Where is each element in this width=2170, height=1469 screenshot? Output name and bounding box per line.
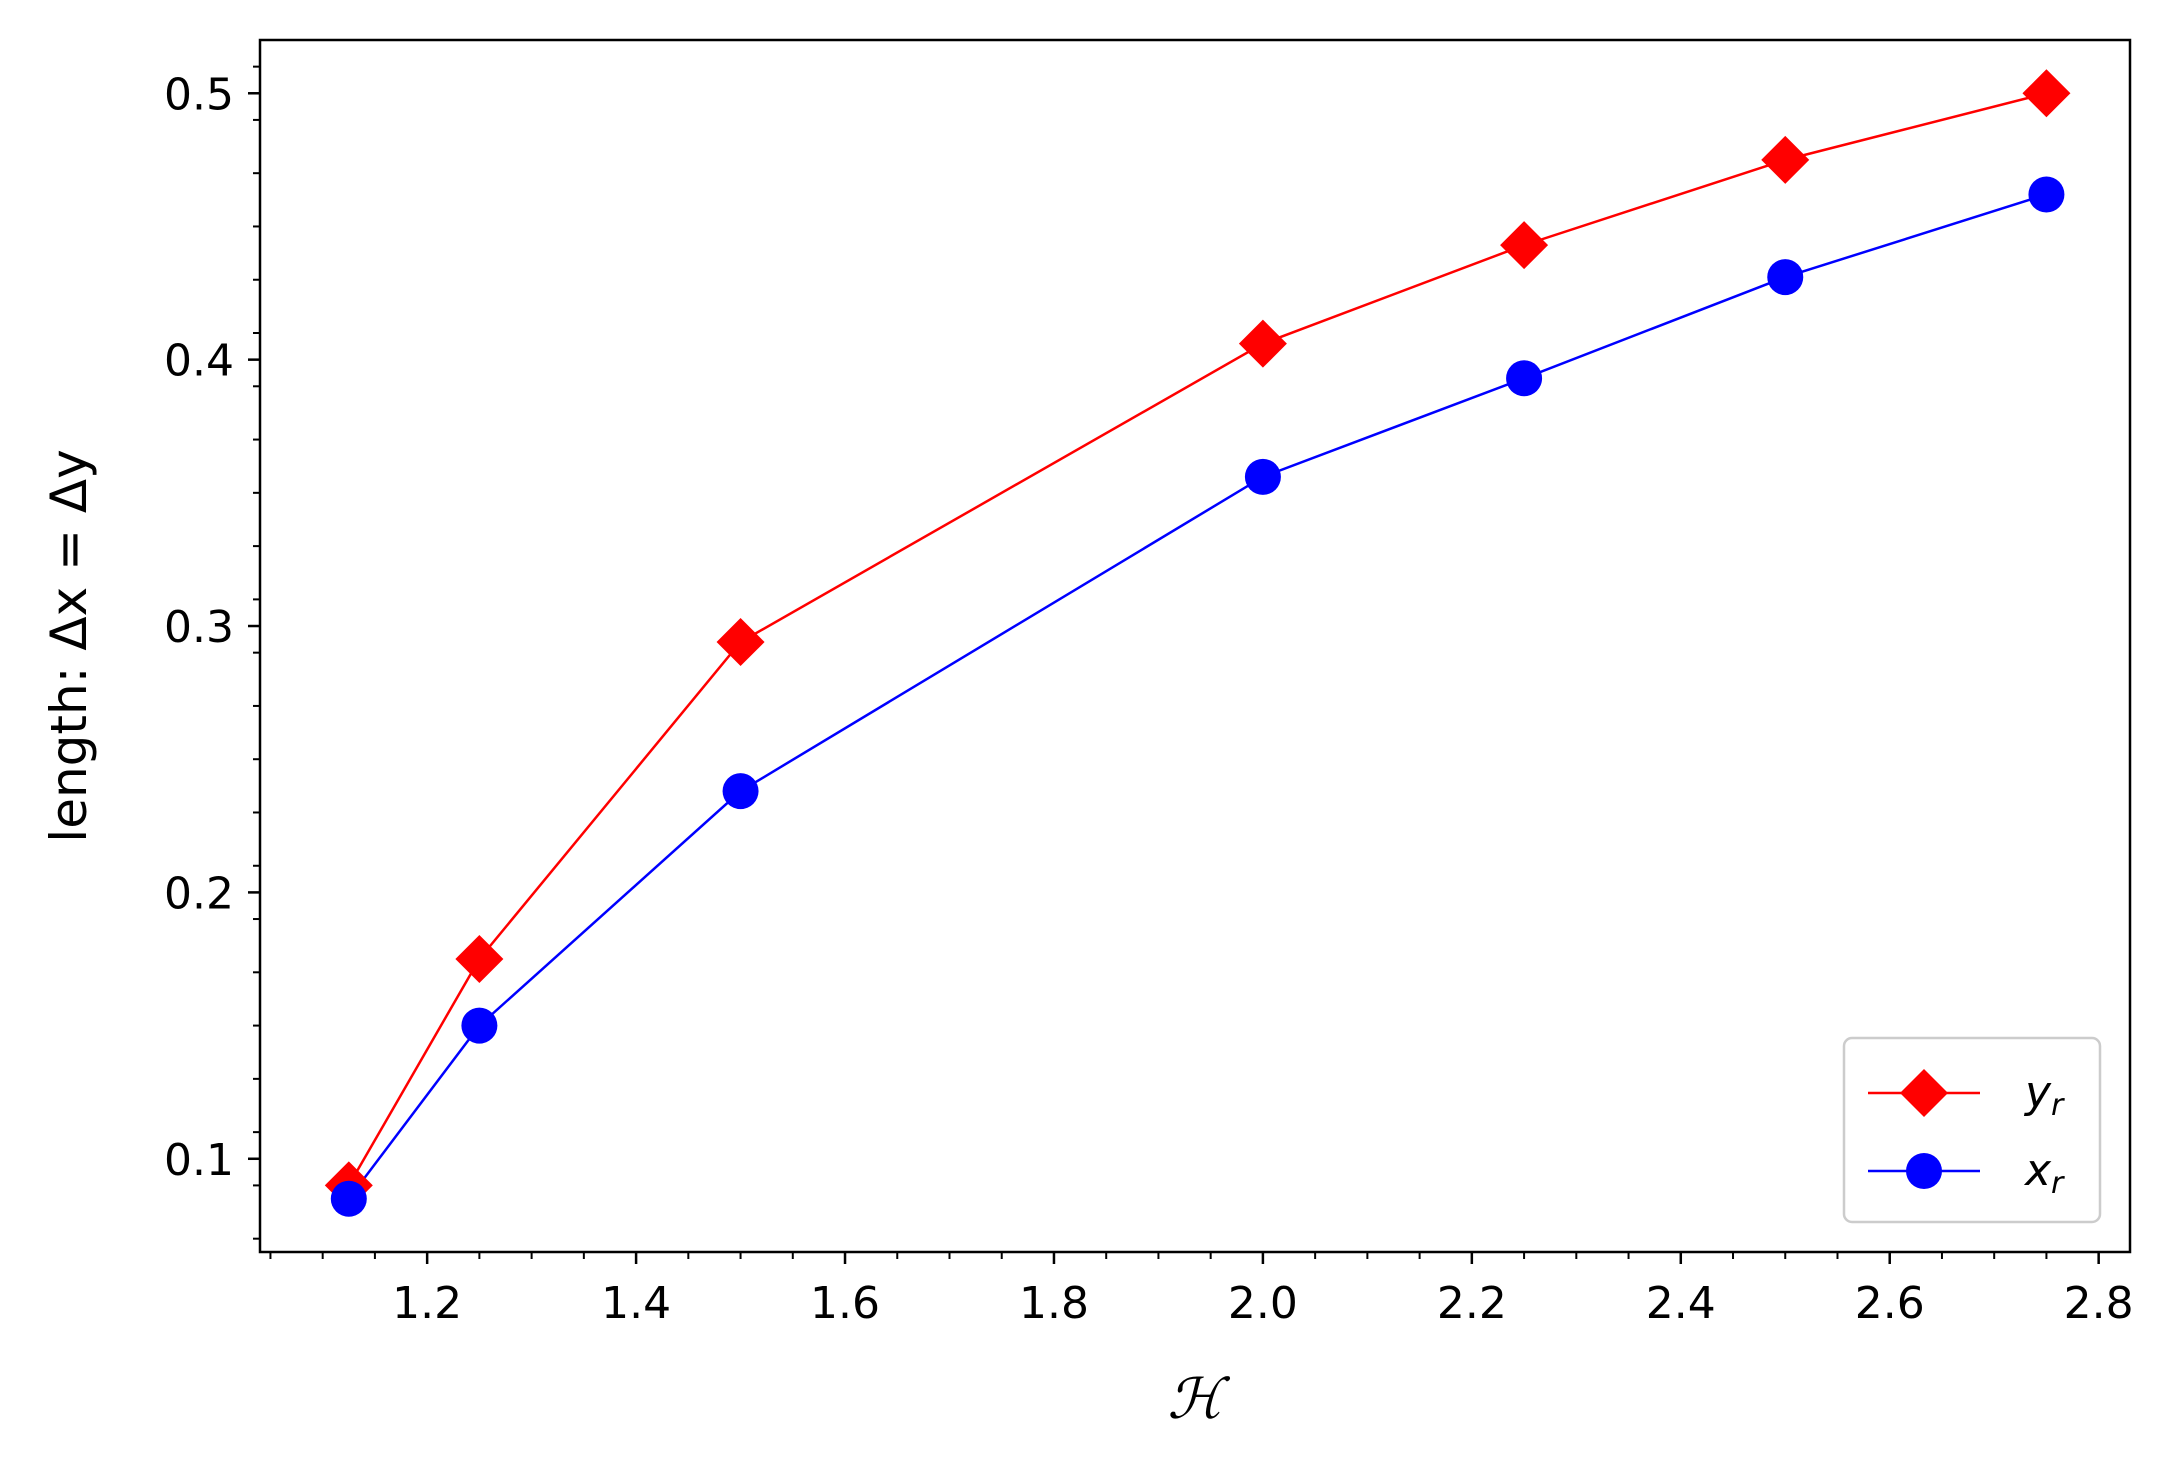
data-point-x_r xyxy=(461,1007,498,1044)
y-tick-label: 0.2 xyxy=(164,868,234,919)
data-point-y_r xyxy=(455,934,504,983)
x-tick-label: 2.2 xyxy=(1437,1278,1507,1329)
y-tick-label: 0.1 xyxy=(164,1135,234,1186)
legend-label-main: x xyxy=(2023,1145,2052,1196)
legend-label-y_r: yr xyxy=(2023,1067,2065,1123)
data-point-x_r xyxy=(330,1180,367,1217)
legend-marker-x_r xyxy=(1906,1153,1942,1189)
data-point-y_r xyxy=(716,618,765,667)
x-tick-label: 1.2 xyxy=(392,1278,462,1329)
x-axis-label: ℋ xyxy=(1167,1367,1230,1432)
data-point-x_r xyxy=(1244,458,1281,495)
x-tick-label: 2.6 xyxy=(1855,1278,1925,1329)
data-point-x_r xyxy=(1506,360,1543,397)
data-point-y_r xyxy=(1761,135,1810,184)
plot-area xyxy=(258,38,2132,1254)
x-tick-label: 2.0 xyxy=(1228,1278,1298,1329)
data-point-x_r xyxy=(1767,259,1804,296)
data-point-y_r xyxy=(2022,69,2071,118)
axis-ticks: 1.2 1.4 1.6 1.8 2.0 2.2 2.4 2.6 2.8 0.1 0.2 0.3 0.4 0… xyxy=(164,65,2134,1329)
y-axis-label: length: Δx = Δy xyxy=(40,449,98,842)
data-point-y_r xyxy=(1238,319,1287,368)
legend-label-x_r: xr xyxy=(2023,1145,2065,1201)
y-tick-label: 0.4 xyxy=(164,336,234,387)
x-tick-label: 2.4 xyxy=(1646,1278,1716,1329)
legend-label-subscript: r xyxy=(2051,1088,2065,1123)
data-point-x_r xyxy=(2028,176,2065,213)
x-tick-label: 1.8 xyxy=(1019,1278,1089,1329)
x-tick-label: 1.6 xyxy=(810,1278,880,1329)
x-tick-label: 2.8 xyxy=(2064,1278,2134,1329)
x-tick-label: 1.4 xyxy=(601,1278,671,1329)
data-point-y_r xyxy=(1500,221,1549,270)
data-point-x_r xyxy=(722,773,759,810)
legend-label-subscript: r xyxy=(2051,1166,2065,1201)
y-tick-label: 0.3 xyxy=(164,602,234,653)
legend-marker-y_r xyxy=(1900,1069,1948,1117)
series-markers xyxy=(324,69,2071,1217)
y-tick-label: 0.5 xyxy=(164,69,234,120)
legend-label-main: y xyxy=(2023,1067,2052,1118)
